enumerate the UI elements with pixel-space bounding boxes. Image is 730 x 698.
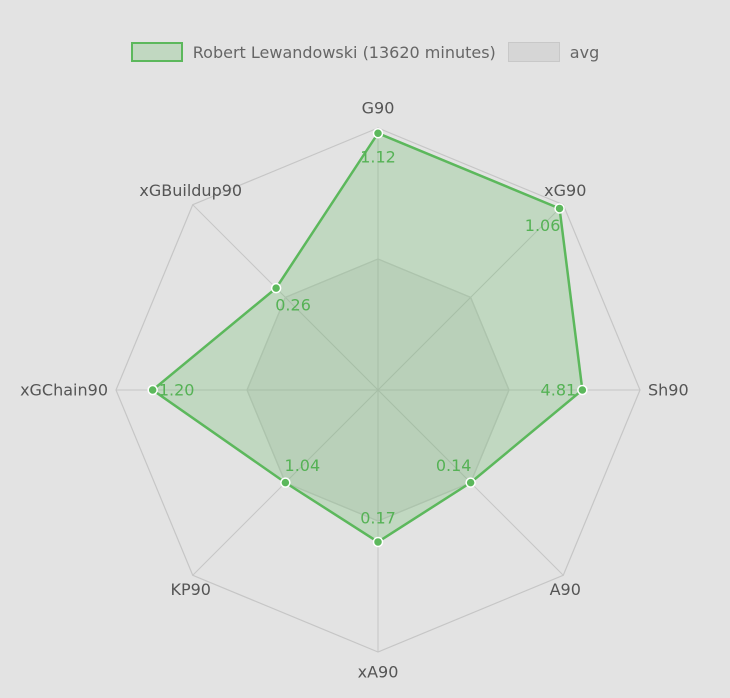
value-label-a90: 0.14 (436, 456, 472, 475)
value-label-g90: 1.12 (360, 148, 396, 167)
data-point-sh90[interactable] (577, 384, 588, 396)
player-series (147, 127, 588, 548)
value-labels: 1.12 1.06 4.81 0.14 0.17 1.04 1.20 0.26 (159, 148, 576, 528)
axis-label-g90: G90 (362, 99, 395, 118)
legend: Robert Lewandowski (13620 minutes) avg (0, 38, 730, 66)
axis-label-xa90: xA90 (358, 663, 399, 682)
legend-label-player: Robert Lewandowski (13620 minutes) (192, 42, 496, 62)
axis-label-xg90: xG90 (544, 181, 586, 200)
data-point-xa90[interactable] (372, 536, 384, 548)
value-label-sh90: 4.81 (541, 381, 577, 400)
legend-item-avg[interactable]: avg (507, 42, 600, 62)
value-label-xa90: 0.17 (360, 508, 396, 527)
data-point-kp90[interactable] (280, 477, 291, 488)
legend-swatch-player (130, 42, 183, 62)
data-point-xg90[interactable] (554, 203, 565, 214)
value-label-xgchain90: 1.20 (159, 381, 195, 400)
avg-series (246, 258, 510, 522)
data-point-g90[interactable] (372, 127, 384, 139)
data-point-xgbuildup90[interactable] (270, 282, 282, 294)
value-label-kp90: 1.04 (285, 456, 321, 475)
data-point-a90[interactable] (465, 477, 476, 488)
value-label-xg90: 1.06 (525, 216, 561, 235)
legend-swatch-avg (507, 42, 560, 62)
axis-label-a90: A90 (550, 580, 581, 599)
value-label-xgbuildup90: 0.26 (275, 296, 311, 315)
avg-area (246, 258, 510, 522)
axis-label-kp90: KP90 (170, 580, 211, 599)
legend-label-avg: avg (569, 42, 600, 62)
legend-item-player[interactable]: Robert Lewandowski (13620 minutes) (130, 42, 496, 62)
data-point-xgchain90[interactable] (147, 384, 158, 396)
axis-label-xgbuildup90: xGBuildup90 (139, 181, 242, 200)
axis-labels: G90 xG90 Sh90 A90 xA90 KP90 xGChain90 xGBuildup… (20, 99, 689, 682)
axis-label-xgchain90: xGChain90 (20, 381, 108, 400)
axis-label-sh90: Sh90 (648, 381, 689, 400)
